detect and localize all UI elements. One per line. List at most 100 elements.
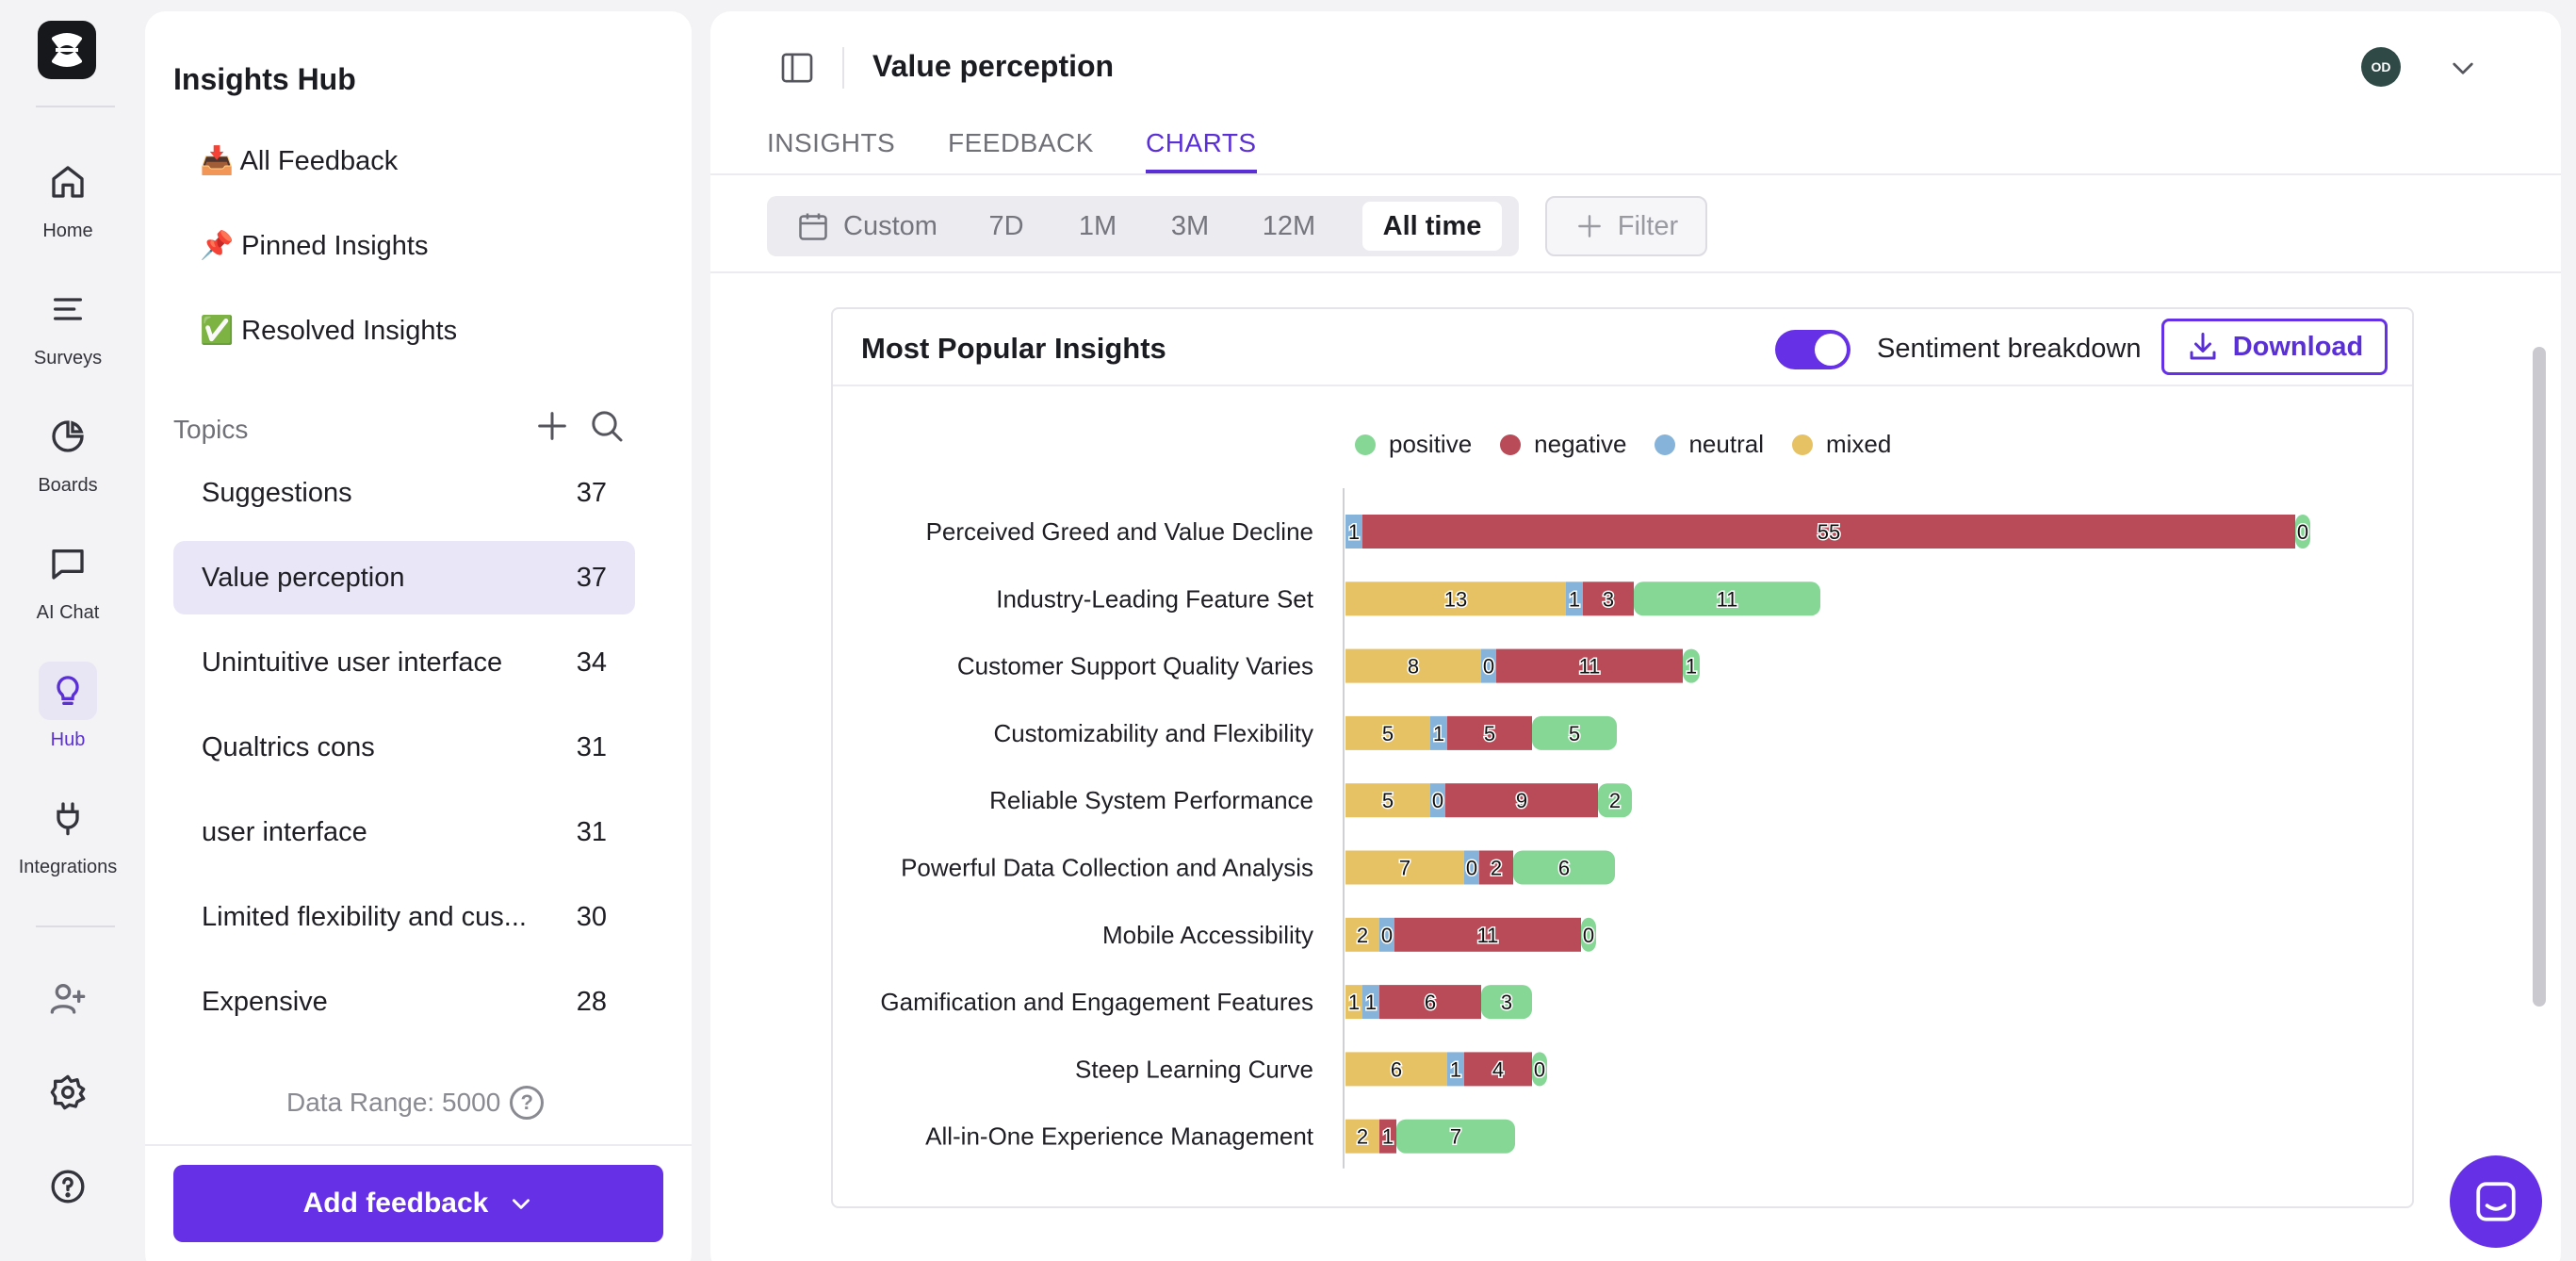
- help-button[interactable]: [0, 1157, 136, 1216]
- filter-button[interactable]: Filter: [1545, 196, 1707, 256]
- stacked-bar-chart: Perceived Greed and Value Decline 1 55 0Ind…: [880, 488, 2310, 1169]
- range-7d-button[interactable]: 7D: [988, 210, 1024, 241]
- bar-segment-negative: [1379, 985, 1481, 1020]
- topic-name: Qualtrics cons: [202, 731, 375, 762]
- main-panel: Value perception OD INSIGHTS FEEDBACK CH…: [710, 11, 2561, 1261]
- topic-item[interactable]: user interface 31: [173, 795, 635, 869]
- topic-name: Limited flexibility and cus...: [202, 901, 527, 932]
- calendar-icon: [799, 213, 827, 240]
- download-icon: [2190, 333, 2216, 360]
- sidebar-toggle-button[interactable]: [778, 49, 816, 87]
- account-menu-button[interactable]: [2448, 53, 2478, 83]
- tab-insights[interactable]: INSIGHTS: [767, 128, 896, 157]
- legend-swatch: [1500, 434, 1522, 455]
- avatar[interactable]: OD: [2361, 47, 2401, 87]
- bar-segment-mixed: [1345, 850, 1464, 885]
- bar-segment-neutral: [1379, 917, 1394, 952]
- range-1m-button[interactable]: 1M: [1078, 210, 1117, 241]
- legend-item-neutral[interactable]: neutral: [1655, 430, 1764, 459]
- rail-label-home: Home: [42, 221, 93, 241]
- data-label: 0: [1466, 857, 1477, 880]
- toggle-knob: [1815, 334, 1847, 366]
- logo-mark-icon: [52, 33, 82, 67]
- app-logo[interactable]: [38, 21, 96, 79]
- category-label: Steep Learning Curve: [1075, 1055, 1313, 1083]
- bar-segment-mixed: [1345, 917, 1379, 952]
- legend-item-negative[interactable]: negative: [1500, 430, 1626, 459]
- topic-item[interactable]: Expensive 28: [173, 965, 635, 1039]
- most-popular-insights-card: Most Popular Insights Sentiment breakdow…: [831, 307, 2414, 1208]
- data-range-help-icon[interactable]: ?: [510, 1086, 545, 1120]
- card-title: Most Popular Insights: [861, 332, 1166, 365]
- category-label: Industry-Leading Feature Set: [996, 584, 1314, 613]
- rail-item-boards[interactable]: Boards: [0, 407, 136, 497]
- sentiment-breakdown-label: Sentiment breakdown: [1877, 334, 2142, 364]
- data-label: 1: [1382, 1125, 1394, 1149]
- range-label: Custom: [843, 210, 937, 241]
- legend-item-mixed[interactable]: mixed: [1791, 430, 1891, 459]
- rail-item-integrations[interactable]: Integrations: [0, 789, 136, 878]
- tabs-divider: [710, 173, 2561, 175]
- bar-segment-negative: [1496, 648, 1683, 683]
- range-3m-button[interactable]: 3M: [1170, 210, 1210, 241]
- category-label: Perceived Greed and Value Decline: [926, 517, 1313, 546]
- settings-button[interactable]: [0, 1063, 136, 1122]
- sentiment-breakdown-toggle[interactable]: [1775, 330, 1850, 369]
- topic-item[interactable]: Limited flexibility and cus... 30: [173, 880, 635, 954]
- legend-item-positive[interactable]: positive: [1355, 430, 1472, 459]
- bar-segment-neutral: [1447, 1052, 1464, 1087]
- data-label: 1: [1569, 587, 1580, 611]
- category-label: Customer Support Quality Varies: [957, 652, 1313, 680]
- data-label: 0: [1432, 789, 1443, 812]
- bar-segment-positive: [1396, 1119, 1515, 1154]
- topic-count: 31: [576, 731, 607, 762]
- download-button[interactable]: Download: [2161, 319, 2388, 375]
- rail-item-ai-chat[interactable]: AI Chat: [0, 534, 136, 624]
- data-label: 1: [1450, 1057, 1461, 1081]
- topic-item[interactable]: Qualtrics cons 31: [173, 711, 635, 784]
- bar-segment-mixed: [1345, 783, 1430, 818]
- topic-item[interactable]: Value perception 37: [173, 541, 635, 614]
- bar-segment-neutral: [1481, 648, 1496, 683]
- bar-segment-positive: [2295, 515, 2310, 549]
- search-icon: [592, 411, 623, 442]
- rail-item-hub[interactable]: Hub: [0, 662, 136, 751]
- search-topics-button[interactable]: [588, 407, 626, 445]
- rail-item-home[interactable]: Home: [0, 153, 136, 242]
- data-label: 1: [1348, 991, 1360, 1014]
- rail-label-integrations: Integrations: [18, 857, 118, 877]
- add-topic-button[interactable]: [533, 407, 571, 445]
- range-12m-button[interactable]: 12M: [1262, 210, 1316, 241]
- category-label: Mobile Accessibility: [1102, 921, 1313, 949]
- bar-segment-positive: [1634, 581, 1820, 616]
- list-icon: [39, 280, 97, 338]
- data-label: 0: [1583, 924, 1594, 947]
- chart-legend: positive negative neutral mixed: [1355, 430, 1891, 459]
- data-label: 2: [1491, 857, 1502, 880]
- tab-charts[interactable]: CHARTS: [1146, 128, 1257, 157]
- divider: [145, 1144, 692, 1146]
- topic-item[interactable]: Unintuitive user interface 34: [173, 626, 635, 699]
- support-chat-button[interactable]: [2450, 1155, 2542, 1248]
- bar-segment-positive: [1598, 783, 1632, 818]
- range-custom-button[interactable]: Custom: [773, 202, 961, 251]
- bar-segment-mixed: [1345, 1052, 1447, 1087]
- topic-item[interactable]: Suggestions 37: [173, 456, 635, 530]
- main-scrollbar[interactable]: [2533, 347, 2546, 1007]
- bar-segment-neutral: [1430, 783, 1445, 818]
- range-all-time-button[interactable]: All time: [1362, 202, 1502, 251]
- tab-feedback[interactable]: FEEDBACK: [948, 128, 1094, 157]
- header-divider: [842, 47, 844, 89]
- invite-user-button[interactable]: [0, 969, 136, 1027]
- topic-name: Unintuitive user interface: [202, 647, 503, 678]
- bar-segment-negative: [1464, 1052, 1532, 1087]
- nav-all-feedback[interactable]: 📥 All Feedback: [200, 146, 399, 176]
- data-label: 8: [1408, 655, 1419, 679]
- data-label: 0: [2297, 520, 2308, 544]
- data-label: 11: [1717, 587, 1738, 611]
- add-feedback-button[interactable]: Add feedback: [173, 1165, 663, 1242]
- rail-item-surveys[interactable]: Surveys: [0, 280, 136, 369]
- nav-resolved-insights[interactable]: ✅ Resolved Insights: [200, 316, 458, 346]
- nav-pinned-insights[interactable]: 📌 Pinned Insights: [200, 231, 429, 261]
- chevron-down-icon: [2453, 62, 2473, 74]
